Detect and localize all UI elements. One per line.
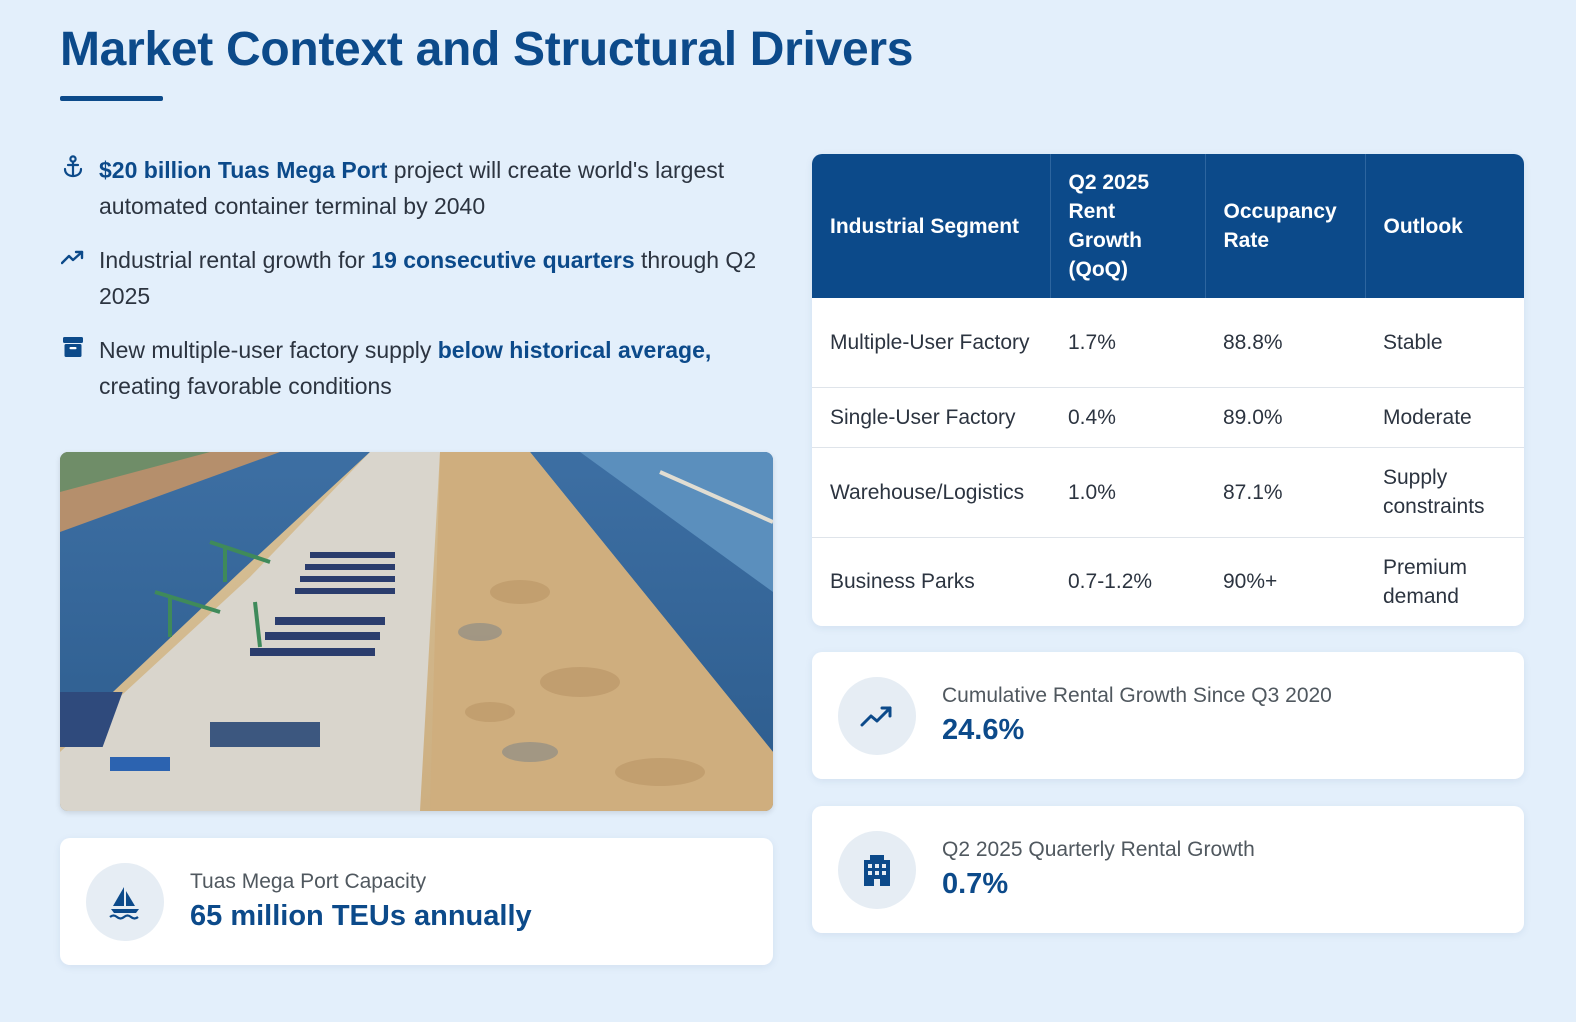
table-cell: Supply constraints — [1365, 446, 1524, 537]
industrial-segment-table: Industrial Segment Q2 2025 Rent Growth (… — [812, 154, 1524, 626]
cumulative-growth-card: Cumulative Rental Growth Since Q3 2020 2… — [812, 652, 1524, 779]
table-row: Single-User Factory 0.4% 89.0% Moderate — [812, 386, 1524, 447]
capacity-value: 65 million TEUs annually — [190, 900, 532, 932]
table-cell: 0.7-1.2% — [1050, 536, 1205, 626]
table-cell: Single-User Factory — [812, 386, 1050, 447]
table-cell: Premium demand — [1365, 536, 1524, 626]
table-cell: 1.0% — [1050, 446, 1205, 537]
table-cell: 88.8% — [1223, 330, 1283, 354]
bullet-item: New multiple-user factory supply below h… — [60, 332, 760, 404]
table-cell: 90%+ — [1205, 536, 1365, 626]
bullet-text: creating favorable conditions — [99, 373, 392, 399]
title-underline — [60, 96, 163, 101]
column-header: Industrial Segment — [812, 154, 1051, 298]
capacity-label: Tuas Mega Port Capacity — [190, 870, 427, 893]
table-row: Business Parks 0.7-1.2% 90%+ Premium dem… — [812, 536, 1524, 626]
bullet-text: through Q2 2025 — [99, 247, 757, 309]
column-header: Outlook — [1365, 154, 1524, 298]
port-aerial-image — [60, 452, 773, 811]
table-cell: Business Parks — [812, 536, 1050, 626]
bullet-list: $20 billion Tuas Mega Port project will … — [60, 152, 760, 422]
table-cell: Multiple-User Factory — [830, 330, 1030, 354]
bullet-text: New multiple-user factory supply — [99, 337, 438, 363]
stat-value: 0.7% — [942, 868, 1009, 900]
table-cell: 87.1% — [1205, 446, 1365, 537]
bullet-text: project will create world's largest auto… — [99, 157, 725, 219]
trending-up-icon — [838, 676, 916, 755]
table-row: Warehouse/Logistics 1.0% 87.1% Supply co… — [812, 446, 1524, 537]
column-header: Q2 2025 Rent Growth (QoQ) — [1050, 154, 1206, 298]
table-row: Multiple-User Factory 1.7% 88.8% Stable — [812, 298, 1524, 387]
quarterly-growth-card: Q2 2025 Quarterly Rental Growth 0.7% — [812, 806, 1524, 933]
trending-up-icon — [60, 244, 86, 270]
stat-label: Q2 2025 Quarterly Rental Growth — [942, 838, 1255, 861]
table-cell: 1.7% — [1068, 330, 1116, 354]
column-header: Occupancy Rate — [1205, 154, 1366, 298]
stat-value: 24.6% — [942, 714, 1025, 746]
page-title: Market Context and Structural Drivers — [60, 23, 914, 76]
bullet-highlight: 19 consecutive quarters — [371, 247, 635, 273]
ship-icon — [86, 862, 164, 941]
bullet-highlight: $20 billion Tuas Mega Port — [99, 157, 388, 183]
bullet-item: $20 billion Tuas Mega Port project will … — [60, 152, 760, 224]
anchor-icon — [60, 154, 86, 180]
table-cell: Stable — [1383, 330, 1443, 354]
archive-box-icon — [60, 334, 86, 360]
table-cell: Moderate — [1365, 386, 1524, 447]
bullet-item: Industrial rental growth for 19 consecut… — [60, 242, 760, 314]
table-cell: Warehouse/Logistics — [812, 446, 1050, 537]
stat-label: Cumulative Rental Growth Since Q3 2020 — [942, 684, 1332, 707]
capacity-card: Tuas Mega Port Capacity 65 million TEUs … — [60, 838, 773, 965]
table-cell: 89.0% — [1205, 386, 1365, 447]
bullet-text: Industrial rental growth for — [99, 247, 372, 273]
table-cell: 0.4% — [1050, 386, 1205, 447]
table-header-row: Industrial Segment Q2 2025 Rent Growth (… — [812, 154, 1524, 298]
bullet-highlight: below historical average, — [437, 337, 712, 363]
building-icon — [838, 830, 916, 909]
